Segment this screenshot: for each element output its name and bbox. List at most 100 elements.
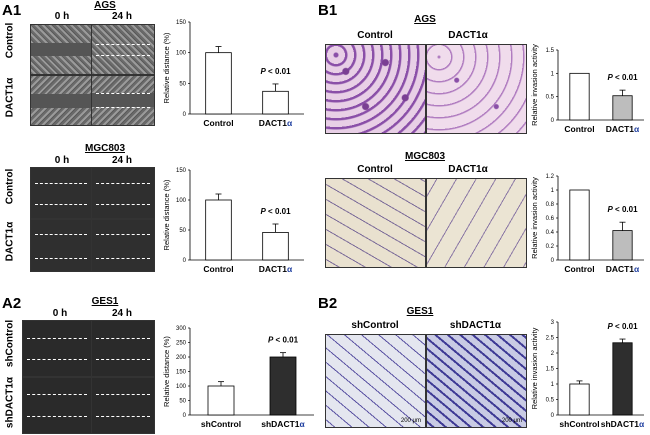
x-category-label: Control: [564, 124, 594, 134]
x-category-label: Control: [564, 264, 594, 274]
b2-ges-title: GES1: [406, 306, 434, 317]
bar: [569, 189, 590, 261]
y-axis-label: Relative distance (%): [162, 32, 171, 103]
a1-mgc-col-0h: 0 h: [54, 155, 70, 166]
a1-ags-col-0h: 0 h: [54, 11, 70, 22]
y-tick-label: 0: [183, 258, 187, 264]
y-tick-label: 150: [176, 370, 187, 376]
x-category-label: Control: [203, 264, 233, 274]
y-tick-label: 200: [176, 355, 187, 361]
y-axis-label: Relative invasion activity: [530, 44, 539, 126]
a1-mgc-dact-0h-image: [30, 219, 92, 272]
b1-ags-col-control: Control: [357, 30, 393, 41]
a1-ags-dact-24h-image: [91, 75, 155, 126]
y-axis-label: Relative invasion activity: [530, 177, 539, 259]
bar: [207, 385, 235, 416]
y-tick-label: 0.5: [546, 95, 555, 101]
y-tick-label: 1.5: [546, 48, 555, 54]
y-tick-label: 50: [179, 228, 186, 234]
x-category-label: DACT1α: [606, 264, 640, 274]
a1-mgc-control-24h-image: [91, 167, 155, 219]
y-tick-label: 100: [176, 384, 187, 390]
bar: [569, 383, 590, 416]
b1-ags-dact-image: [426, 44, 527, 134]
y-tick-label: 100: [176, 51, 187, 57]
a1-mgc-row-dact: DACT1α: [4, 221, 16, 262]
bar: [262, 90, 289, 115]
a1-ags-dact-0h-image: [30, 75, 92, 126]
a1-ags-row-control: Control: [4, 22, 16, 59]
panel-label-a2: A2: [2, 295, 22, 312]
b1-mgc-col-dact: DACT1α: [448, 164, 488, 175]
a1-mgc-row-control: Control: [4, 168, 16, 205]
bar: [262, 232, 289, 261]
y-tick-label: 2: [551, 351, 555, 357]
b1-mgc-col-control: Control: [357, 164, 393, 175]
a2-shdact-24h-image: [91, 377, 155, 434]
a2-ges-title: GES1: [91, 296, 119, 307]
a1-ags-control-24h-image: [91, 24, 155, 75]
y-tick-label: 1: [551, 382, 555, 388]
a1-mgc-dact-24h-image: [91, 219, 155, 272]
y-tick-label: 300: [176, 326, 187, 332]
chart-a2-ges: Relative distance (%) 0 50 100 150 200 250 300 s…: [162, 326, 314, 429]
y-axis-label: Relative invasion activity: [530, 327, 539, 409]
bar: [612, 342, 633, 416]
a1-mgc-title: MGC803: [84, 143, 125, 154]
a2-row-shcontrol: shControl: [4, 319, 16, 368]
y-tick-label: 250: [176, 341, 187, 347]
panel-label-a1: A1: [2, 2, 22, 19]
y-tick-label: 100: [176, 198, 187, 204]
b1-mgc-title: MGC803: [404, 151, 445, 162]
panel-label-b2: B2: [318, 295, 338, 312]
b1-ags-col-dact: DACT1α: [448, 30, 488, 41]
p-value-annotation: P < 0.01: [607, 73, 638, 82]
p-value-annotation: P < 0.01: [607, 205, 638, 214]
b1-ags-control-image: [325, 44, 426, 134]
x-category-label: DACT1α: [259, 264, 293, 274]
x-category-label: DACT1α: [259, 118, 293, 128]
y-tick-label: 0.6: [546, 216, 555, 222]
a2-col-0h: 0 h: [52, 308, 68, 319]
bar: [205, 52, 232, 115]
p-value-annotation: P < 0.01: [260, 207, 291, 216]
p-value-annotation: P < 0.01: [260, 67, 291, 76]
b2-scalebar-right: 200 μm: [501, 418, 522, 424]
y-tick-label: 0.5: [546, 398, 555, 404]
b2-col-shdact: shDACT1α: [449, 320, 502, 331]
y-tick-label: 0.4: [546, 230, 555, 236]
b1-ags-title: AGS: [414, 14, 436, 25]
a1-ags-control-0h-image: [30, 24, 92, 75]
y-tick-label: 0: [551, 258, 555, 264]
y-tick-label: 150: [176, 20, 187, 26]
y-tick-label: 0.2: [546, 244, 555, 250]
y-tick-label: 3: [551, 320, 555, 326]
chart-b1-ags: Relative invasion activity 0 0.5 1 1.5 Contro…: [530, 44, 644, 134]
x-category-label: Control: [203, 118, 233, 128]
y-tick-label: 150: [176, 168, 187, 174]
a1-ags-title: AGS: [94, 0, 116, 11]
y-tick-label: 0: [551, 118, 555, 124]
x-category-label: shControl: [559, 419, 599, 429]
panel-label-b1: B1: [318, 2, 338, 19]
chart-a1-mgc: Relative distance (%) 0 50 100 150 Control DAC…: [162, 168, 304, 274]
a1-mgc-control-0h-image: [30, 167, 92, 219]
y-tick-label: 1: [551, 71, 555, 77]
y-tick-label: 1: [551, 188, 555, 194]
y-tick-label: 50: [179, 399, 186, 405]
y-tick-label: 0: [183, 413, 187, 419]
b2-shdact-image: 200 μm: [426, 334, 527, 428]
a1-ags-row-dact: DACT1α: [4, 77, 16, 118]
y-tick-label: 0.8: [546, 202, 555, 208]
a2-shcontrol-0h-image: [22, 320, 92, 377]
x-category-label: DACT1α: [606, 124, 640, 134]
a1-ags-col-24h: 24 h: [111, 11, 132, 22]
b2-shcontrol-image: 200 μm: [325, 334, 426, 428]
y-tick-label: 2.5: [546, 336, 555, 342]
bar: [269, 356, 297, 416]
a1-mgc-col-24h: 24 h: [111, 155, 132, 166]
y-tick-label: 0: [551, 413, 555, 419]
y-tick-label: 50: [179, 81, 186, 87]
bar: [612, 95, 633, 121]
b1-mgc-control-image: [325, 178, 426, 268]
